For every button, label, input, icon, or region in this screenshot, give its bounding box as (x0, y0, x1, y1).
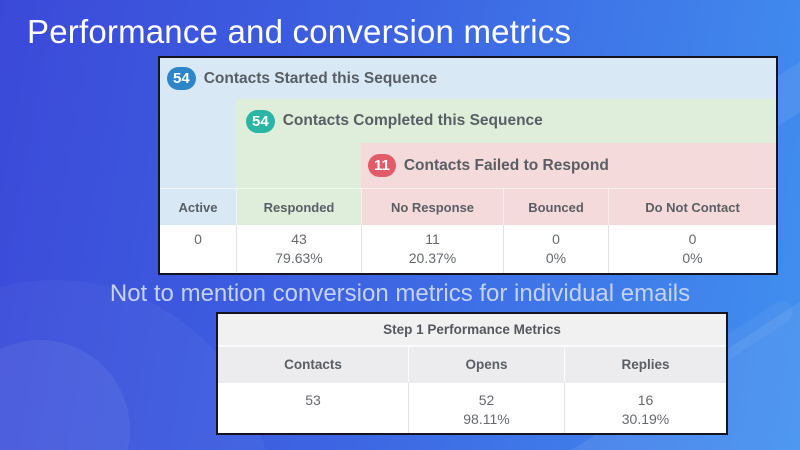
column-header-responded: Responded (236, 188, 361, 225)
tier-completed-label: Contacts Completed this Sequence (282, 112, 543, 129)
column-header-opens: Opens (408, 347, 564, 382)
responded-count: 43 (291, 231, 307, 247)
completed-count-badge: 54 (246, 109, 275, 133)
tier-failed-label: Contacts Failed to Respond (403, 156, 609, 174)
slide-title: Performance and conversion metrics (27, 13, 572, 50)
started-count-badge: 54 (167, 67, 196, 90)
column-header-bounced: Bounced (503, 188, 608, 225)
step-performance-table: Step 1 Performance Metrics Contacts Open… (216, 312, 728, 435)
column-header-do-not-contact: Do Not Contact (608, 188, 776, 225)
failed-count-badge: 11 (368, 154, 396, 177)
column-header-no-response: No Response (361, 188, 503, 225)
value-cell-bounced: 0 0% (503, 225, 608, 273)
value-cell-active: 0 (160, 225, 236, 273)
column-header-contacts: Contacts (218, 347, 408, 382)
value-cell-responded: 43 79.63% (236, 225, 361, 273)
tier-spacer-cell (160, 143, 236, 188)
no-response-count: 11 (425, 231, 440, 247)
slide-subtitle: Not to mention conversion metrics for in… (109, 280, 691, 307)
tier-spacer-cell (160, 99, 236, 143)
sequence-funnel-table: 54 Contacts Started this Sequence 54 Con… (158, 56, 778, 275)
value-cell-contacts: 53 (218, 382, 408, 433)
column-header-replies: Replies (564, 347, 726, 382)
do-not-contact-percent: 0% (682, 250, 703, 266)
active-count: 0 (194, 231, 202, 247)
bounced-percent: 0% (545, 250, 567, 266)
step-table-title: Step 1 Performance Metrics (218, 314, 726, 347)
value-cell-no-response: 11 20.37% (361, 225, 503, 273)
column-header-active: Active (160, 188, 236, 225)
no-response-percent: 20.37% (408, 250, 457, 266)
responded-percent: 79.63% (275, 250, 323, 266)
tier-failed-row: 11 Contacts Failed to Respond (361, 143, 776, 188)
do-not-contact-count: 0 (688, 231, 697, 247)
bounced-count: 0 (552, 231, 560, 247)
tier-started-label: Contacts Started this Sequence (203, 69, 438, 87)
opens-percent: 98.11% (463, 411, 510, 427)
tier-spacer-cell (236, 143, 361, 188)
replies-count: 16 (637, 392, 654, 408)
tier-completed-row: 54 Contacts Completed this Sequence (236, 99, 776, 143)
replies-percent: 30.19% (621, 411, 670, 427)
opens-count: 52 (478, 392, 495, 408)
decorative-circle (0, 340, 130, 450)
contacts-count: 53 (305, 392, 321, 408)
tier-started-row: 54 Contacts Started this Sequence (160, 58, 776, 99)
value-cell-replies: 16 30.19% (564, 382, 726, 433)
value-cell-do-not-contact: 0 0% (608, 225, 776, 273)
value-cell-opens: 52 98.11% (408, 382, 564, 433)
